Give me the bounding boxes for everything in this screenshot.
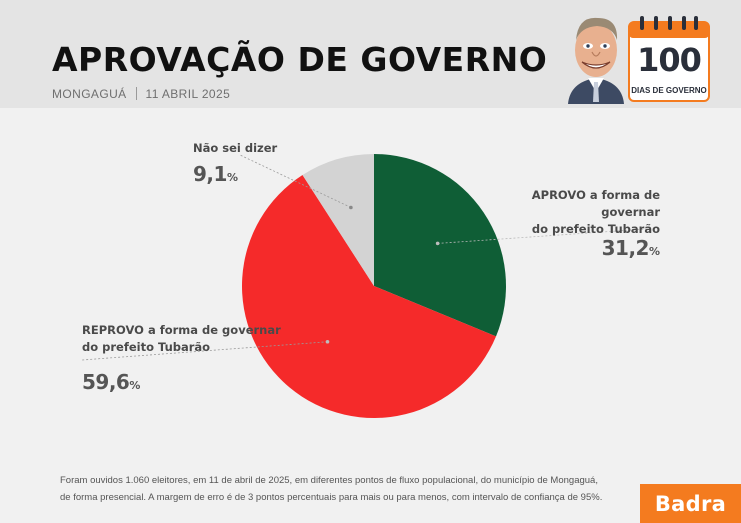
slice-aprovo-leader-line: [437, 227, 661, 244]
label-aprovo: APROVO a forma de governar do prefeito T…: [470, 187, 660, 238]
value-nao-sei: 9,1%: [193, 162, 238, 186]
slice-reprovo: [242, 175, 497, 418]
value-nao-sei-unit: %: [226, 171, 238, 184]
label-aprovo-line2: do prefeito Tubarão: [531, 222, 660, 236]
methodology-line1: Foram ouvidos 1.060 eleitores, em 11 de …: [60, 475, 598, 486]
label-reprovo: REPROVO a forma de governar do prefeito …: [82, 322, 302, 356]
value-nao-sei-number: 9,1: [193, 162, 227, 186]
slice-nao-sei-leader-line: [239, 154, 352, 208]
badge-text: DIAS DE GOVERNO: [631, 86, 707, 95]
label-reprovo-line1: REPROVO a forma de governar: [82, 323, 281, 337]
mayor-caricature: [568, 17, 624, 104]
value-reprovo: 59,6%: [82, 370, 140, 394]
methodology-note: Foram ouvidos 1.060 eleitores, em 11 de …: [60, 472, 620, 506]
label-nao-sei-line1: Não sei dizer: [193, 141, 278, 155]
label-nao-sei: Não sei dizer: [193, 140, 313, 157]
value-reprovo-number: 59,6: [82, 370, 130, 394]
methodology-line2: de forma presencial. A margem de erro é …: [60, 492, 603, 503]
label-aprovo-line1: APROVO a forma de governar: [531, 188, 660, 219]
date-label: 11 ABRIL 2025: [145, 87, 231, 101]
label-reprovo-line2: do prefeito Tubarão: [82, 340, 211, 354]
value-aprovo-unit: %: [648, 245, 660, 258]
page-title: APROVAÇÃO DE GOVERNO: [52, 40, 548, 79]
value-reprovo-unit: %: [129, 379, 141, 392]
brand-logo: Badra: [640, 484, 741, 523]
days-badge: 100 DIAS DE GOVERNO: [628, 16, 710, 102]
value-aprovo-number: 31,2: [601, 236, 650, 260]
subtitle: MONGAGUÁ 11 ABRIL 2025: [52, 87, 230, 101]
slice-nao-sei: [302, 154, 374, 286]
slice-reprovo-leader-dot: [325, 339, 330, 344]
badge-number: 100: [637, 41, 702, 79]
slice-nao-sei-leader-dot: [349, 205, 353, 210]
subtitle-divider: [135, 87, 137, 100]
slice-reprovo-leader-line: [81, 341, 328, 361]
slice-aprovo-leader-dot: [435, 241, 440, 246]
calendar-icon: [628, 16, 710, 102]
slice-aprovo: [374, 154, 507, 337]
city-label: MONGAGUÁ: [52, 87, 127, 101]
value-aprovo: 31,2%: [580, 236, 660, 260]
